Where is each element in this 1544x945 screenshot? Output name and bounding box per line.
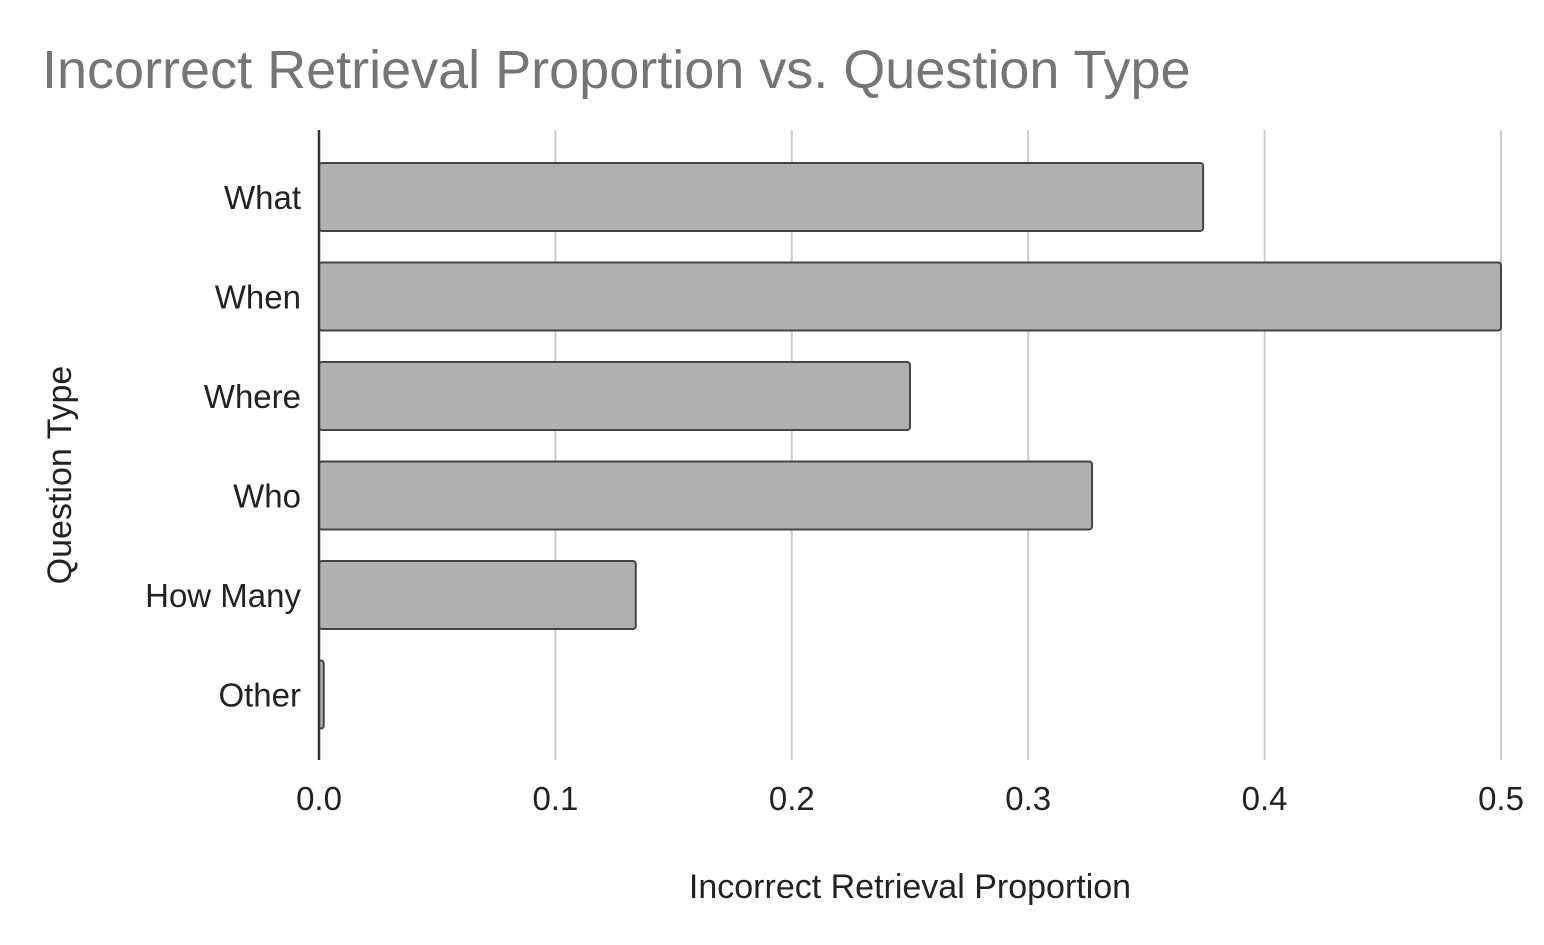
category-label: Where <box>204 378 301 415</box>
x-tick-label: 0.2 <box>769 780 815 817</box>
bars <box>318 162 1502 730</box>
category-label: How Many <box>145 577 301 614</box>
x-tick-label: 0.1 <box>532 780 578 817</box>
bar-who <box>318 460 1094 531</box>
bar-how-many <box>318 560 637 630</box>
x-tick-label: 0.4 <box>1242 780 1288 817</box>
x-tick-labels: 0.0 0.1 0.2 0.3 0.4 0.5 <box>296 780 1524 817</box>
x-axis-label: Incorrect Retrieval Proportion <box>689 868 1131 906</box>
category-labels: What When Where Who How Many Other <box>145 179 301 714</box>
category-label: Who <box>233 478 301 515</box>
bar-what <box>318 162 1205 232</box>
category-label: When <box>215 279 301 316</box>
x-tick-label: 0.3 <box>1005 780 1051 817</box>
x-tick-label: 0.5 <box>1478 780 1524 817</box>
category-label: Other <box>218 677 301 714</box>
category-label: What <box>224 179 301 216</box>
bar-where <box>318 361 911 431</box>
bar-when <box>318 261 1502 332</box>
x-tick-label: 0.0 <box>296 780 342 817</box>
grid-lines <box>554 130 1502 760</box>
chart-title: Incorrect Retrieval Proportion vs. Quest… <box>42 40 1191 100</box>
y-axis-label: Question Type <box>41 366 79 585</box>
